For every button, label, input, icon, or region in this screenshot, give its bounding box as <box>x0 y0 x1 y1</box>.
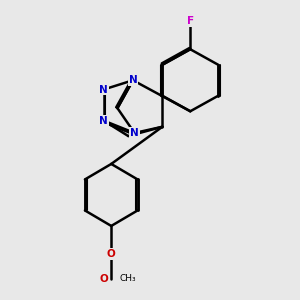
Text: N: N <box>99 116 108 126</box>
Text: N: N <box>129 75 137 85</box>
Text: O: O <box>99 274 108 284</box>
Text: CH₃: CH₃ <box>119 274 136 283</box>
Text: O: O <box>107 249 116 259</box>
Text: N: N <box>130 128 139 138</box>
Text: F: F <box>187 16 194 26</box>
Text: N: N <box>99 85 108 94</box>
